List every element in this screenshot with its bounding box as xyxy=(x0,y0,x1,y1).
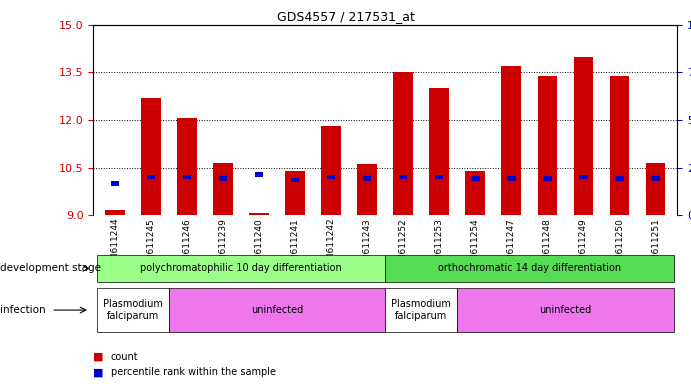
Bar xyxy=(471,176,480,181)
Bar xyxy=(177,118,197,215)
Bar xyxy=(538,76,558,215)
Text: uninfected: uninfected xyxy=(539,305,591,315)
Text: Plasmodium
falciparum: Plasmodium falciparum xyxy=(391,299,451,321)
Bar xyxy=(219,176,227,181)
Bar xyxy=(111,181,119,185)
Bar xyxy=(285,170,305,215)
Bar xyxy=(435,175,444,179)
Bar xyxy=(399,175,408,179)
Bar xyxy=(321,126,341,215)
Bar xyxy=(363,176,371,181)
Text: polychromatophilic 10 day differentiation: polychromatophilic 10 day differentiatio… xyxy=(140,263,342,273)
Bar xyxy=(141,98,161,215)
Bar xyxy=(213,163,233,215)
Text: orthochromatic 14 day differentiation: orthochromatic 14 day differentiation xyxy=(438,263,621,273)
Text: Plasmodium
falciparum: Plasmodium falciparum xyxy=(103,299,163,321)
Bar xyxy=(429,88,449,215)
Bar xyxy=(105,210,125,215)
Bar xyxy=(579,175,587,179)
Text: uninfected: uninfected xyxy=(251,305,303,315)
Bar xyxy=(183,175,191,179)
Text: infection: infection xyxy=(0,305,46,315)
Bar xyxy=(249,214,269,215)
Bar xyxy=(574,56,594,215)
Bar xyxy=(357,164,377,215)
Text: ■: ■ xyxy=(93,367,104,377)
Bar xyxy=(146,175,155,179)
Bar xyxy=(652,176,660,181)
Bar xyxy=(507,176,515,181)
Text: development stage: development stage xyxy=(0,263,101,273)
Bar xyxy=(255,172,263,177)
Bar xyxy=(645,163,665,215)
Bar xyxy=(466,170,485,215)
Text: ■: ■ xyxy=(93,352,104,362)
Text: GDS4557 / 217531_at: GDS4557 / 217531_at xyxy=(276,10,415,23)
Bar xyxy=(616,176,624,181)
Bar xyxy=(543,176,551,181)
Text: percentile rank within the sample: percentile rank within the sample xyxy=(111,367,276,377)
Text: count: count xyxy=(111,352,138,362)
Bar xyxy=(609,76,630,215)
Bar xyxy=(393,73,413,215)
Bar xyxy=(502,66,521,215)
Bar xyxy=(327,175,335,179)
Bar xyxy=(291,178,299,182)
